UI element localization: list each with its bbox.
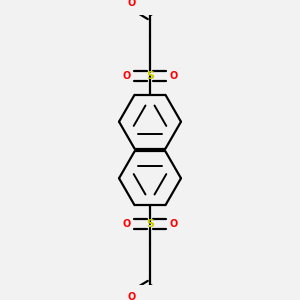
Text: O: O: [122, 219, 130, 229]
Text: O: O: [122, 71, 130, 81]
Text: S: S: [146, 219, 154, 229]
Text: O: O: [127, 0, 135, 8]
Text: S: S: [146, 71, 154, 81]
Text: O: O: [169, 71, 178, 81]
Text: O: O: [169, 219, 178, 229]
Text: O: O: [127, 292, 135, 300]
